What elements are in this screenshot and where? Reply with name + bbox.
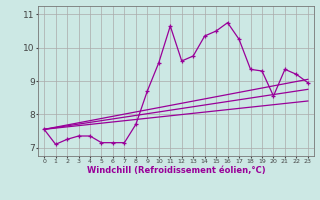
X-axis label: Windchill (Refroidissement éolien,°C): Windchill (Refroidissement éolien,°C)	[87, 166, 265, 175]
